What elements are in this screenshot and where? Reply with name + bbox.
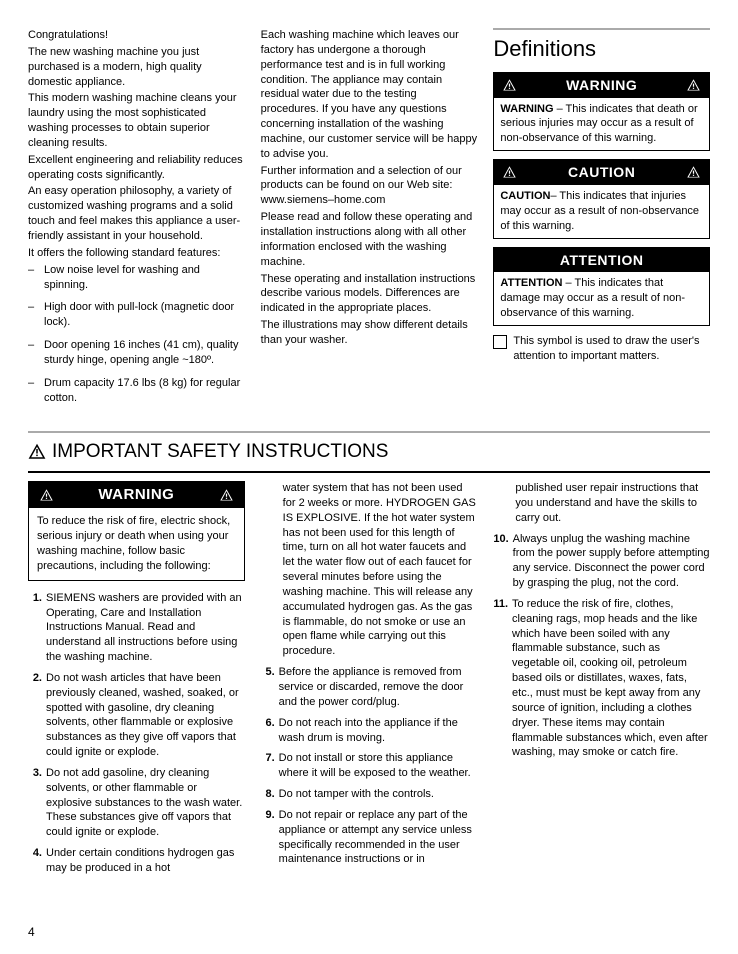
warning-banner: WARNING: [494, 73, 709, 98]
intro2-p3: Please read and follow these operating a…: [261, 210, 478, 269]
intro-column-1: Congratulations! The new washing machine…: [28, 28, 245, 413]
features-lead: It offers the following standard feature…: [28, 246, 245, 261]
attention-box: ATTENTION ATTENTION – This indicates tha…: [493, 247, 710, 326]
features-list: –Low noise level for washing and spinnin…: [28, 263, 245, 406]
congrats: Congratulations!: [28, 28, 245, 43]
safety-continuation: water system that has not been used for …: [261, 481, 478, 659]
safety-warning-label: WARNING: [98, 485, 174, 505]
divider: [28, 471, 710, 473]
safety-column-3: published user repair instructions that …: [493, 481, 710, 882]
intro2-p1: Each washing machine which leaves our fa…: [261, 28, 478, 162]
safety-column-2: water system that has not been used for …: [261, 481, 478, 882]
safety-warning-block: WARNING To reduce the risk of fire, elec…: [28, 481, 245, 581]
caution-banner: CAUTION: [494, 160, 709, 185]
safety-heading: IMPORTANT SAFETY INSTRUCTIONS: [28, 439, 710, 465]
warning-triangle-icon: [502, 165, 517, 180]
attention-banner: ATTENTION: [494, 248, 709, 273]
safety-item: Do not reach into the appliance if the w…: [279, 716, 478, 746]
feature-item: Door opening 16 inches (41 cm), quality …: [44, 338, 245, 368]
safety-heading-text: IMPORTANT SAFETY INSTRUCTIONS: [52, 439, 388, 465]
warning-label: WARNING: [566, 76, 637, 95]
definitions-column: Definitions WARNING WARNING – This indic…: [493, 28, 710, 413]
safety-continuation: published user repair instructions that …: [493, 481, 710, 526]
warning-triangle-icon: [39, 488, 54, 503]
page-number: 4: [28, 924, 35, 940]
warning-triangle-icon: [686, 78, 701, 93]
intro-column-2: Each washing machine which leaves our fa…: [261, 28, 478, 413]
intro2-p5: The illustrations may show different det…: [261, 318, 478, 348]
intro-p4: An easy operation philosophy, a variety …: [28, 184, 245, 243]
caution-box: CAUTION CAUTION– This indicates that inj…: [493, 159, 710, 238]
warning-triangle-icon: [219, 488, 234, 503]
safety-warning-body: To reduce the risk of fire, electric sho…: [29, 508, 244, 579]
note-symbol-icon: [493, 335, 507, 349]
warning-triangle-icon: [686, 165, 701, 180]
section-divider: [28, 431, 710, 433]
intro2-p2: Further information and a selection of o…: [261, 164, 478, 209]
feature-item: Drum capacity 17.6 lbs (8 kg) for regula…: [44, 376, 245, 406]
caution-label: CAUTION: [568, 163, 635, 182]
divider: [493, 28, 710, 30]
safety-list-col2: 5.Before the appliance is removed from s…: [261, 665, 478, 867]
feature-item: Low noise level for washing and spinning…: [44, 263, 245, 293]
caution-bold: CAUTION: [500, 190, 550, 202]
intro2-p4: These operating and installation instruc…: [261, 272, 478, 317]
safety-item: Do not install or store this appliance w…: [279, 751, 478, 781]
feature-item: High door with pull-lock (magnetic door …: [44, 300, 245, 330]
intro-p1: The new washing machine you just purchas…: [28, 45, 245, 90]
attention-bold: ATTENTION: [500, 277, 562, 289]
safety-item: To reduce the risk of fire, clothes, cle…: [512, 597, 710, 760]
safety-item: Do not wash articles that have been prev…: [46, 671, 245, 760]
safety-item: Under certain conditions hydrogen gas ma…: [46, 846, 245, 876]
warning-bold: WARNING: [500, 103, 553, 115]
intro-p2: This modern washing machine cleans your …: [28, 91, 245, 150]
safety-column-1: WARNING To reduce the risk of fire, elec…: [28, 481, 245, 882]
safety-list-col1: 1.SIEMENS washers are provided with an O…: [28, 591, 245, 876]
safety-item: Do not tamper with the controls.: [279, 787, 434, 802]
safety-list-col3: 10.Always unplug the washing machine fro…: [493, 532, 710, 761]
intro-p3: Excellent engineering and reliability re…: [28, 153, 245, 183]
note-text: This symbol is used to draw the user's a…: [513, 334, 710, 364]
warning-box: WARNING WARNING – This indicates that de…: [493, 72, 710, 151]
safety-item: Do not add gasoline, dry cleaning solven…: [46, 766, 245, 840]
warning-triangle-icon: [502, 78, 517, 93]
definitions-title: Definitions: [493, 34, 710, 64]
attention-label: ATTENTION: [560, 251, 644, 270]
note-row: This symbol is used to draw the user's a…: [493, 334, 710, 364]
warning-triangle-icon: [28, 443, 46, 461]
safety-item: Always unplug the washing machine from t…: [513, 532, 710, 591]
safety-warning-banner: WARNING: [29, 482, 244, 508]
safety-item: Before the appliance is removed from ser…: [279, 665, 478, 710]
safety-item: SIEMENS washers are provided with an Ope…: [46, 591, 245, 665]
safety-item: Do not repair or replace any part of the…: [279, 808, 478, 867]
